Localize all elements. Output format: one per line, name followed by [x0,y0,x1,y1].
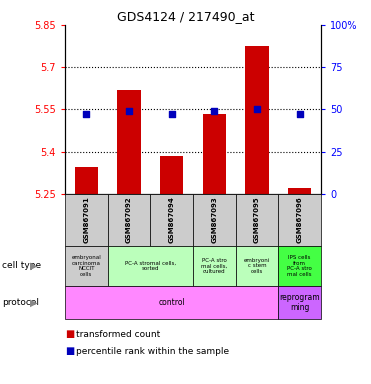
Text: GDS4124 / 217490_at: GDS4124 / 217490_at [117,10,254,23]
Text: PC-A stromal cells,
sorted: PC-A stromal cells, sorted [125,260,176,271]
Text: ▶: ▶ [30,297,38,308]
Bar [245,46,269,194]
Text: percentile rank within the sample: percentile rank within the sample [76,347,229,356]
Point [126,108,132,114]
Text: reprogram
ming: reprogram ming [279,293,320,312]
Text: GSM867095: GSM867095 [254,197,260,243]
Text: ▶: ▶ [30,261,38,271]
Text: cell type: cell type [2,262,41,270]
Text: GSM867094: GSM867094 [168,196,175,243]
Text: GSM867093: GSM867093 [211,197,217,243]
Point [168,111,174,117]
Text: GSM867092: GSM867092 [126,197,132,243]
Bar [288,188,311,194]
Text: embryoni
c stem
cells: embryoni c stem cells [244,258,270,274]
Text: ■: ■ [65,329,74,339]
Bar [203,114,226,194]
Text: embryonal
carcinoma
NCCIT
cells: embryonal carcinoma NCCIT cells [71,255,101,277]
Point [211,108,217,114]
Bar [160,156,183,194]
Point [83,111,89,117]
Text: control: control [158,298,185,307]
Text: ■: ■ [65,346,74,356]
Bar [117,90,141,194]
Text: IPS cells
from
PC-A stro
mal cells: IPS cells from PC-A stro mal cells [287,255,312,277]
Bar [75,167,98,194]
Text: PC-A stro
mal cells,
cultured: PC-A stro mal cells, cultured [201,258,227,274]
Text: GSM867096: GSM867096 [296,197,303,243]
Text: transformed count: transformed count [76,329,160,339]
Text: protocol: protocol [2,298,39,307]
Text: GSM867091: GSM867091 [83,197,89,243]
Point [254,106,260,112]
Point [297,111,303,117]
